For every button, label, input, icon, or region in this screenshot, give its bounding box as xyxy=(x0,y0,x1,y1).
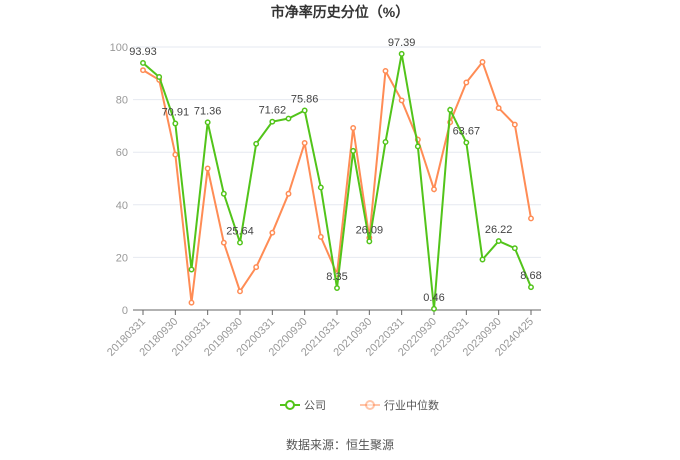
data-point xyxy=(431,186,437,193)
data-point xyxy=(414,143,421,150)
y-tick-label: 40 xyxy=(116,200,128,212)
y-tick-label: 0 xyxy=(122,305,128,317)
data-point xyxy=(140,60,146,66)
data-point xyxy=(188,266,195,273)
data-point xyxy=(301,107,308,114)
data-point xyxy=(463,139,470,146)
data-point xyxy=(285,115,292,122)
y-tick-label: 100 xyxy=(110,42,128,54)
data-label: 75.86 xyxy=(291,93,319,105)
data-point xyxy=(172,151,179,158)
data-point xyxy=(350,125,357,131)
data-point xyxy=(156,74,163,80)
data-label: 71.36 xyxy=(194,105,222,117)
data-label: 97.39 xyxy=(388,37,416,49)
data-point xyxy=(188,299,195,306)
data-point xyxy=(463,79,470,86)
data-label: 71.62 xyxy=(259,105,287,117)
legend-label: 公司 xyxy=(304,400,326,412)
data-point xyxy=(495,238,502,244)
data-point xyxy=(285,190,292,197)
data-label: 8.68 xyxy=(520,270,541,282)
y-tick-label: 80 xyxy=(116,95,128,107)
data-point xyxy=(334,285,340,291)
data-label: 0.46 xyxy=(423,292,444,304)
data-point xyxy=(447,106,454,113)
legend-marker-icon xyxy=(285,400,295,410)
data-point xyxy=(398,50,405,57)
data-point xyxy=(398,97,405,104)
data-point xyxy=(237,288,243,295)
data-label: 8.35 xyxy=(326,271,347,283)
data-point xyxy=(495,105,502,111)
data-point xyxy=(140,67,146,74)
data-label: 26.09 xyxy=(356,224,384,236)
data-point xyxy=(204,165,211,172)
data-point xyxy=(253,140,260,147)
data-point xyxy=(528,284,534,291)
data-point xyxy=(317,233,324,240)
chart-title: 市净率历史分位（%） xyxy=(270,4,410,20)
data-point xyxy=(269,229,276,236)
data-point xyxy=(220,190,227,197)
data-point xyxy=(317,184,324,191)
data-label: 93.93 xyxy=(129,46,157,58)
data-point xyxy=(172,120,179,127)
data-label: 25.64 xyxy=(226,226,254,238)
data-point xyxy=(479,59,486,65)
data-point xyxy=(366,238,373,245)
data-label: 70.91 xyxy=(162,107,190,119)
data-point xyxy=(511,245,518,252)
data-label: 63.67 xyxy=(453,126,481,138)
data-point xyxy=(269,118,276,125)
data-point xyxy=(382,138,389,145)
data-point xyxy=(220,239,227,246)
data-point xyxy=(528,215,534,222)
legend-marker-icon xyxy=(365,400,375,410)
data-point xyxy=(350,147,357,154)
data-point xyxy=(253,264,260,271)
data-point xyxy=(431,305,437,312)
data-source: 数据来源：恒生聚源 xyxy=(285,438,394,452)
data-point xyxy=(382,67,389,74)
legend-label: 行业中位数 xyxy=(384,398,439,412)
data-point xyxy=(479,256,486,263)
data-point xyxy=(204,119,211,126)
y-tick-label: 20 xyxy=(116,252,128,264)
data-point xyxy=(301,140,308,146)
data-label: 26.22 xyxy=(485,224,513,236)
data-point xyxy=(237,239,243,246)
y-tick-label: 60 xyxy=(116,147,128,159)
data-point xyxy=(511,121,518,128)
